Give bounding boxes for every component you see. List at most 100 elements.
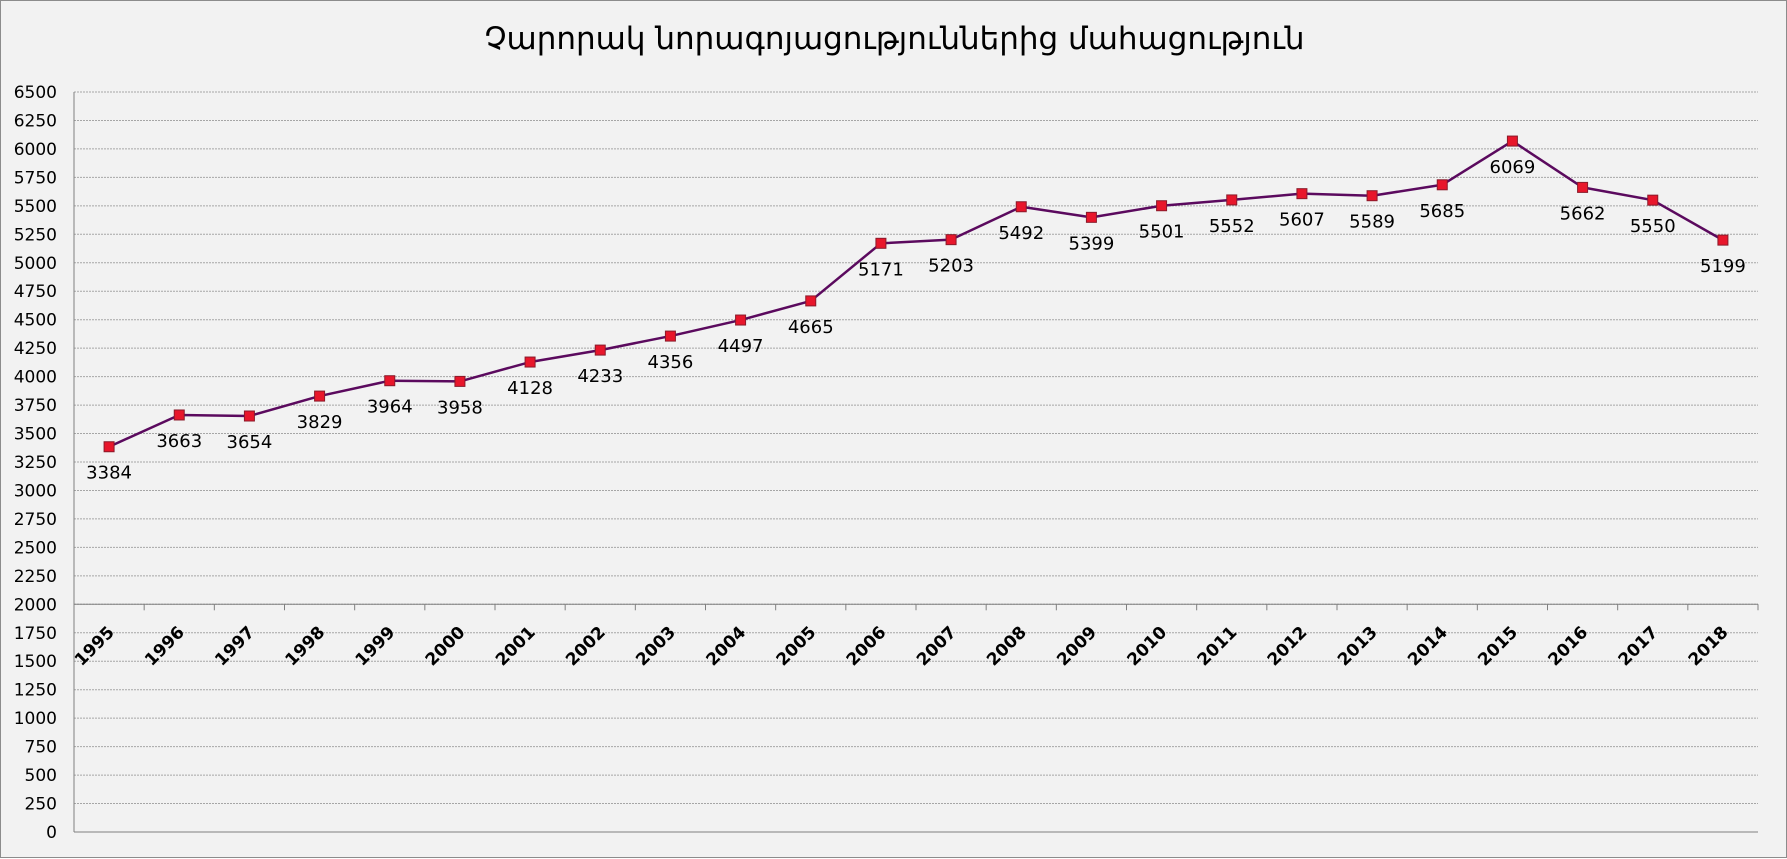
- x-tick-label: 2009: [1053, 623, 1101, 671]
- y-tick-label: 1750: [14, 624, 57, 644]
- data-label: 4356: [648, 352, 694, 373]
- x-tick-label: 1996: [141, 623, 189, 671]
- y-tick-label: 6000: [14, 140, 57, 160]
- data-label: 3384: [86, 463, 132, 484]
- data-point: [1085, 211, 1097, 223]
- x-tick-label: 2010: [1124, 623, 1172, 671]
- x-tick-label: 1995: [71, 623, 119, 671]
- y-tick-label: 3250: [14, 453, 57, 473]
- x-tick-label: 2016: [1545, 623, 1593, 671]
- data-label: 3654: [227, 432, 273, 453]
- y-tick-label: 6250: [14, 111, 57, 131]
- data-label: 5662: [1560, 203, 1606, 224]
- x-tick-label: 2006: [843, 623, 891, 671]
- x-tick-label: 2018: [1685, 623, 1733, 671]
- x-tick-label: 2015: [1474, 623, 1522, 671]
- data-point: [1156, 200, 1168, 212]
- y-tick-label: 750: [25, 738, 57, 758]
- data-label: 3829: [297, 412, 343, 433]
- x-tick-label: 1998: [282, 623, 330, 671]
- data-label: 4497: [718, 336, 764, 357]
- data-label: 5203: [928, 256, 974, 277]
- x-tick-label: 2004: [703, 623, 751, 671]
- y-tick-label: 4750: [14, 282, 57, 302]
- data-point: [1015, 201, 1027, 213]
- y-tick-label: 5000: [14, 254, 57, 274]
- data-label: 5552: [1209, 216, 1255, 237]
- y-tick-label: 3500: [14, 425, 57, 445]
- data-point: [1717, 234, 1729, 246]
- data-label: 5399: [1069, 233, 1115, 254]
- data-label: 5685: [1419, 201, 1465, 222]
- data-point: [314, 390, 326, 402]
- y-tick-label: 2750: [14, 510, 57, 530]
- y-tick-label: 4500: [14, 311, 57, 331]
- y-tick-label: 5250: [14, 225, 57, 245]
- x-tick-label: 2017: [1615, 623, 1663, 671]
- data-label: 5589: [1349, 212, 1395, 233]
- x-tick-label: 2000: [422, 623, 470, 671]
- data-point: [173, 409, 185, 421]
- data-point: [1366, 190, 1378, 202]
- y-tick-label: 3000: [14, 481, 57, 501]
- data-label: 3964: [367, 397, 413, 418]
- data-point: [1647, 194, 1659, 206]
- x-tick-label: 2013: [1334, 623, 1382, 671]
- data-point: [1296, 188, 1308, 200]
- data-label: 5199: [1700, 256, 1746, 277]
- x-tick-label: 2014: [1404, 623, 1452, 671]
- y-tick-label: 500: [25, 766, 57, 786]
- y-tick-label: 250: [25, 795, 57, 815]
- data-point: [1577, 181, 1589, 193]
- data-point: [384, 375, 396, 387]
- data-point: [1506, 135, 1518, 147]
- x-tick-label: 2007: [913, 623, 961, 671]
- data-label: 5550: [1630, 216, 1676, 237]
- data-point: [805, 295, 817, 307]
- y-tick-label: 4000: [14, 368, 57, 388]
- x-tick-label: 1999: [352, 623, 400, 671]
- data-point: [103, 441, 115, 453]
- data-label: 5501: [1139, 222, 1185, 243]
- data-point: [735, 314, 747, 326]
- data-point: [875, 237, 887, 249]
- data-label: 4665: [788, 317, 834, 338]
- y-tick-label: 1250: [14, 681, 57, 701]
- y-tick-label: 5750: [14, 168, 57, 188]
- y-tick-label: 4250: [14, 339, 57, 359]
- data-label: 6069: [1490, 157, 1536, 178]
- y-tick-label: 1500: [14, 652, 57, 672]
- data-point: [594, 344, 606, 356]
- data-label: 5492: [998, 223, 1044, 244]
- y-tick-label: 5500: [14, 197, 57, 217]
- data-point: [664, 330, 676, 342]
- x-tick-label: 2003: [632, 623, 680, 671]
- data-point: [243, 410, 255, 422]
- y-tick-label: 6500: [14, 83, 57, 103]
- y-tick-label: 2500: [14, 538, 57, 558]
- data-label: 5607: [1279, 210, 1325, 231]
- data-point: [945, 234, 957, 246]
- data-point: [1436, 179, 1448, 191]
- series-line: [108, 139, 1724, 448]
- data-label: 4128: [507, 378, 553, 399]
- y-tick-label: 2250: [14, 567, 57, 587]
- y-tick-label: 2000: [14, 595, 57, 615]
- chart-title: Չարորակ նորագոյացություններից մահացությո…: [484, 21, 1305, 57]
- y-tick-label: 3750: [14, 396, 57, 416]
- x-tick-label: 2005: [773, 623, 821, 671]
- y-tick-label: 1000: [14, 709, 57, 729]
- y-tick-label: 0: [46, 823, 57, 843]
- x-tick-label: 2008: [983, 623, 1031, 671]
- x-tick-label: 1997: [211, 623, 259, 671]
- data-label: 3663: [156, 431, 202, 452]
- x-tick-label: 2001: [492, 623, 540, 671]
- data-point: [1226, 194, 1238, 206]
- x-tick-label: 2012: [1264, 623, 1312, 671]
- x-tick-label: 2011: [1194, 623, 1242, 671]
- data-label: 4233: [577, 366, 623, 387]
- data-label: 3958: [437, 397, 483, 418]
- data-label: 5171: [858, 259, 904, 280]
